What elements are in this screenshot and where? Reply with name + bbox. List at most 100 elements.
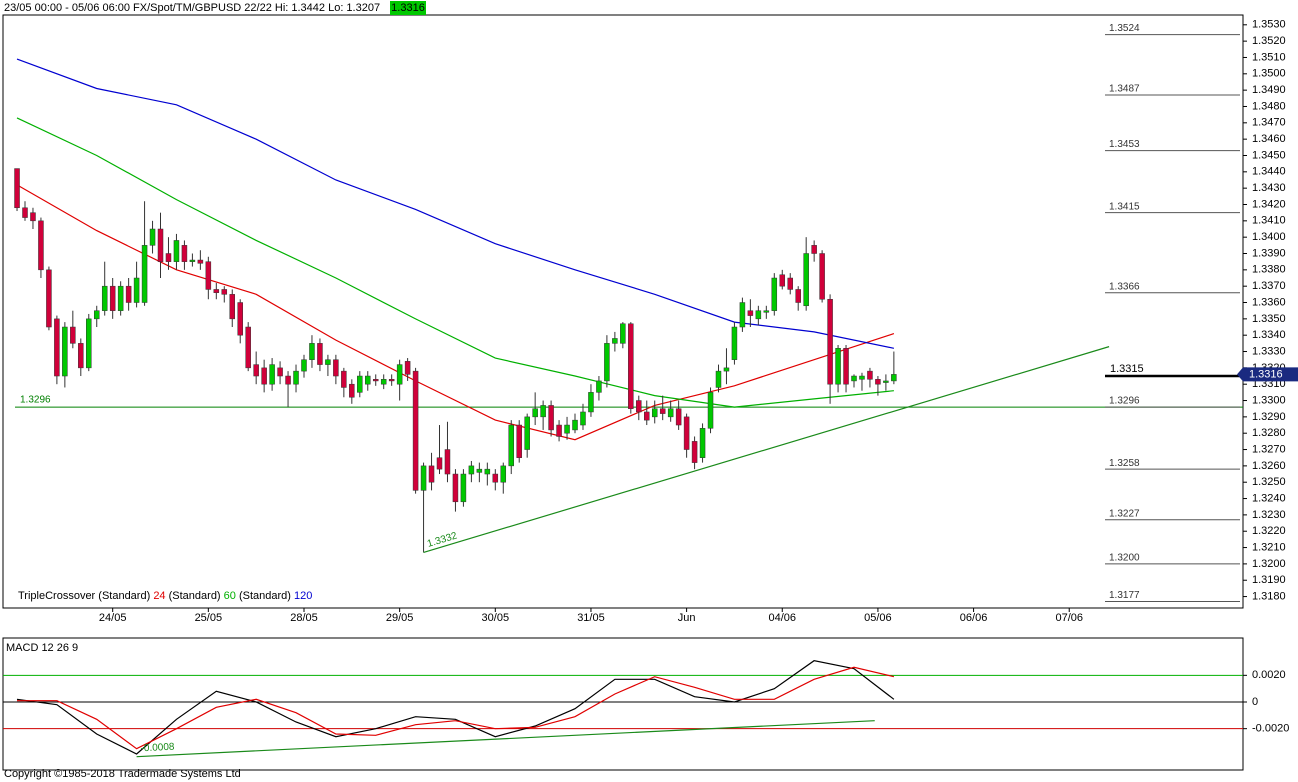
y-tick-label: 1.3190 [1252, 574, 1286, 586]
level-label: 1.3258 [1109, 458, 1140, 469]
candle-body [86, 318, 92, 369]
candle-body [651, 408, 658, 418]
candle-body [691, 441, 698, 463]
candle-body [253, 364, 259, 377]
level-label: 1.3296 [1109, 396, 1140, 407]
y-tick-label: 1.3380 [1252, 264, 1286, 276]
y-tick-label: 1.3340 [1252, 329, 1286, 341]
candle-body [604, 343, 610, 382]
candle-body [476, 468, 483, 473]
header-text: 23/05 00:00 - 05/06 06:00 FX/Spot/TM/GBP… [4, 2, 380, 14]
y-tick-label: 1.3450 [1252, 149, 1286, 161]
candle-body [683, 416, 690, 450]
level-label: 1.3227 [1109, 508, 1140, 519]
y-tick-label: 1.3200 [1252, 558, 1286, 570]
candle-body [30, 212, 36, 222]
y-tick-label: 1.3240 [1252, 492, 1286, 504]
candle-body [731, 326, 738, 360]
candle-body [141, 245, 148, 303]
candle-body [325, 359, 331, 365]
level-label: 1.3524 [1109, 23, 1140, 34]
candle-body [404, 361, 411, 375]
candle-body [779, 274, 786, 287]
candle-body [181, 245, 188, 262]
candle-body [588, 392, 594, 413]
trend-line [136, 720, 875, 758]
y-tick-label: 1.3480 [1252, 100, 1286, 112]
candle-body [420, 465, 427, 491]
candle-body [484, 468, 491, 475]
candle-body [428, 465, 435, 483]
candle-body [78, 343, 84, 369]
candle-body [14, 168, 20, 209]
candle-body [444, 449, 451, 475]
candle-body [675, 408, 682, 426]
candle-body [723, 367, 730, 372]
y-tick-label: 1.3510 [1252, 51, 1286, 63]
candle-body [412, 370, 419, 491]
indicator-line [16, 117, 894, 408]
candle-body [388, 379, 395, 382]
candle-body [516, 424, 522, 458]
indicator-line [16, 184, 895, 441]
candle-body [205, 261, 212, 290]
last-level-label: 1.3315 [1110, 363, 1144, 375]
legend-name: 60 [224, 590, 236, 602]
x-tick-label: 24/05 [99, 612, 127, 624]
candle-body [165, 253, 172, 262]
candle-body [293, 370, 299, 385]
candle-body [659, 408, 666, 414]
candle-body [851, 375, 857, 382]
y-tick-label: 1.3260 [1252, 460, 1286, 472]
footer: Copyright ©1985-2018 Tradermade Systems … [4, 768, 241, 780]
candle-body [739, 302, 746, 328]
candle-body [22, 207, 28, 218]
candle-body [349, 383, 355, 398]
candle-body [556, 424, 562, 437]
indicator-line [17, 666, 895, 750]
header-last-box [390, 1, 426, 15]
candle-body [149, 228, 156, 246]
candle-body [357, 375, 363, 393]
candle-body [771, 277, 778, 311]
candle-body [365, 375, 371, 385]
y-tick-label: 0.0020 [1252, 669, 1286, 681]
x-tick-label: 28/05 [290, 612, 318, 624]
candle-body [827, 298, 833, 385]
candle-body [468, 465, 475, 475]
y-tick-label: 1.3270 [1252, 443, 1286, 455]
y-tick-label: 1.3410 [1252, 215, 1286, 227]
y-tick-label: 1.3470 [1252, 117, 1286, 129]
candle-body [133, 277, 140, 303]
header-last: 1.3316 [391, 2, 425, 14]
trend-line [423, 346, 1110, 554]
level-label: 1.3415 [1109, 201, 1140, 212]
candle-body [532, 408, 538, 418]
candle-body [436, 457, 443, 470]
x-tick-label: 04/06 [768, 612, 796, 624]
candle-body [301, 359, 307, 372]
candle-body [747, 310, 754, 316]
x-tick-label: 29/05 [386, 612, 414, 624]
candle-body [460, 473, 467, 503]
last-price-label: 1.3316 [1249, 368, 1283, 380]
x-tick-label: 07/06 [1055, 612, 1083, 624]
y-tick-label: 1.3230 [1252, 509, 1286, 521]
candle-body [109, 285, 116, 311]
candle-body [524, 416, 530, 450]
y-tick-label: 1.3400 [1252, 231, 1286, 243]
candle-body [221, 289, 228, 295]
candle-body [699, 428, 706, 458]
candle-body [492, 473, 499, 483]
candle-body [715, 370, 722, 388]
y-tick-label: 1.3300 [1252, 394, 1286, 406]
candle-body [564, 424, 570, 434]
candle-body [173, 240, 180, 262]
legend-label: (Standard) [239, 590, 291, 602]
level-label: 1.3177 [1109, 590, 1140, 601]
x-tick-label: 06/06 [960, 612, 988, 624]
candle-body [229, 294, 236, 320]
candle-body [508, 424, 514, 467]
